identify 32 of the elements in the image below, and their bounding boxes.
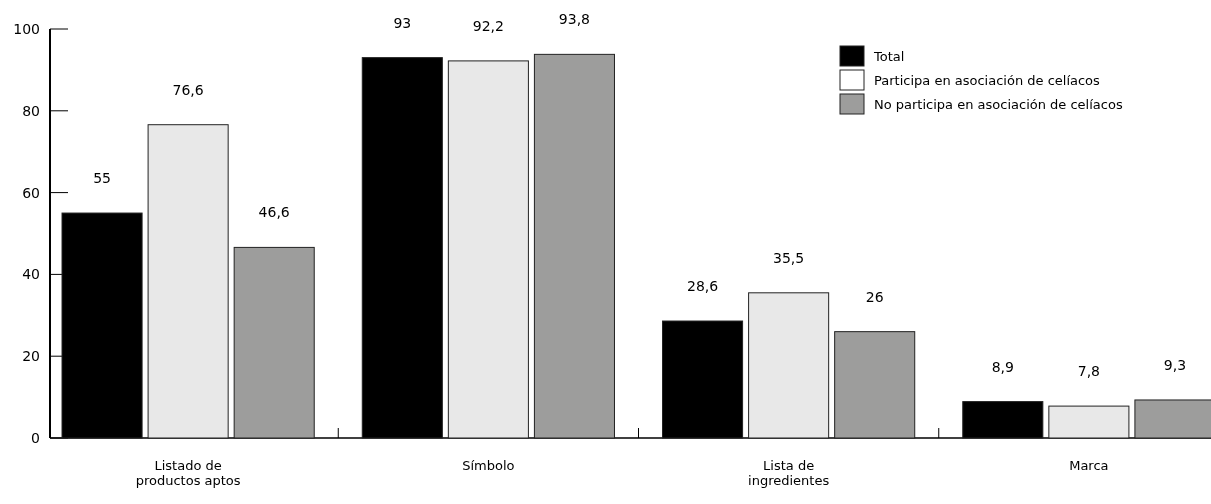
data-label: 76,6 bbox=[172, 81, 204, 98]
y-tick-label: 0 bbox=[31, 429, 40, 446]
y-tick-label: 40 bbox=[22, 266, 40, 283]
data-label: 7,8 bbox=[1077, 363, 1101, 380]
data-label: 55 bbox=[93, 170, 111, 187]
bar bbox=[233, 246, 315, 439]
bar bbox=[1048, 405, 1130, 439]
legend-label: No participa en asociación de celíacos bbox=[874, 96, 1123, 112]
y-tick-label: 20 bbox=[22, 348, 40, 365]
bar bbox=[147, 124, 229, 439]
x-tick-label: Símbolo bbox=[462, 458, 515, 473]
x-tick-label: Lista de ingredientes bbox=[748, 458, 830, 488]
data-label: 93 bbox=[393, 14, 412, 31]
x-tick-label: Listado de productos aptos bbox=[135, 458, 241, 488]
data-label: 93,8 bbox=[558, 11, 591, 28]
y-tick-label: 60 bbox=[22, 184, 40, 201]
data-label: 8,9 bbox=[991, 358, 1014, 375]
data-label: 9,3 bbox=[1163, 356, 1187, 373]
data-label: 28,6 bbox=[686, 278, 719, 295]
legend-label: Total bbox=[873, 48, 905, 64]
y-tick-label: 80 bbox=[22, 102, 40, 119]
bar bbox=[533, 53, 615, 439]
bar bbox=[834, 331, 916, 439]
y-tick-label: 100 bbox=[13, 20, 40, 37]
legend-label: Participa en asociación de celíacos bbox=[874, 72, 1101, 88]
data-label: 92,2 bbox=[472, 17, 504, 34]
data-label: 26 bbox=[865, 288, 884, 305]
bar bbox=[447, 60, 529, 439]
x-tick-label: Marca bbox=[1069, 458, 1109, 473]
data-label: 35,5 bbox=[773, 249, 805, 266]
data-label: 46,6 bbox=[258, 204, 290, 221]
bar bbox=[748, 292, 830, 439]
